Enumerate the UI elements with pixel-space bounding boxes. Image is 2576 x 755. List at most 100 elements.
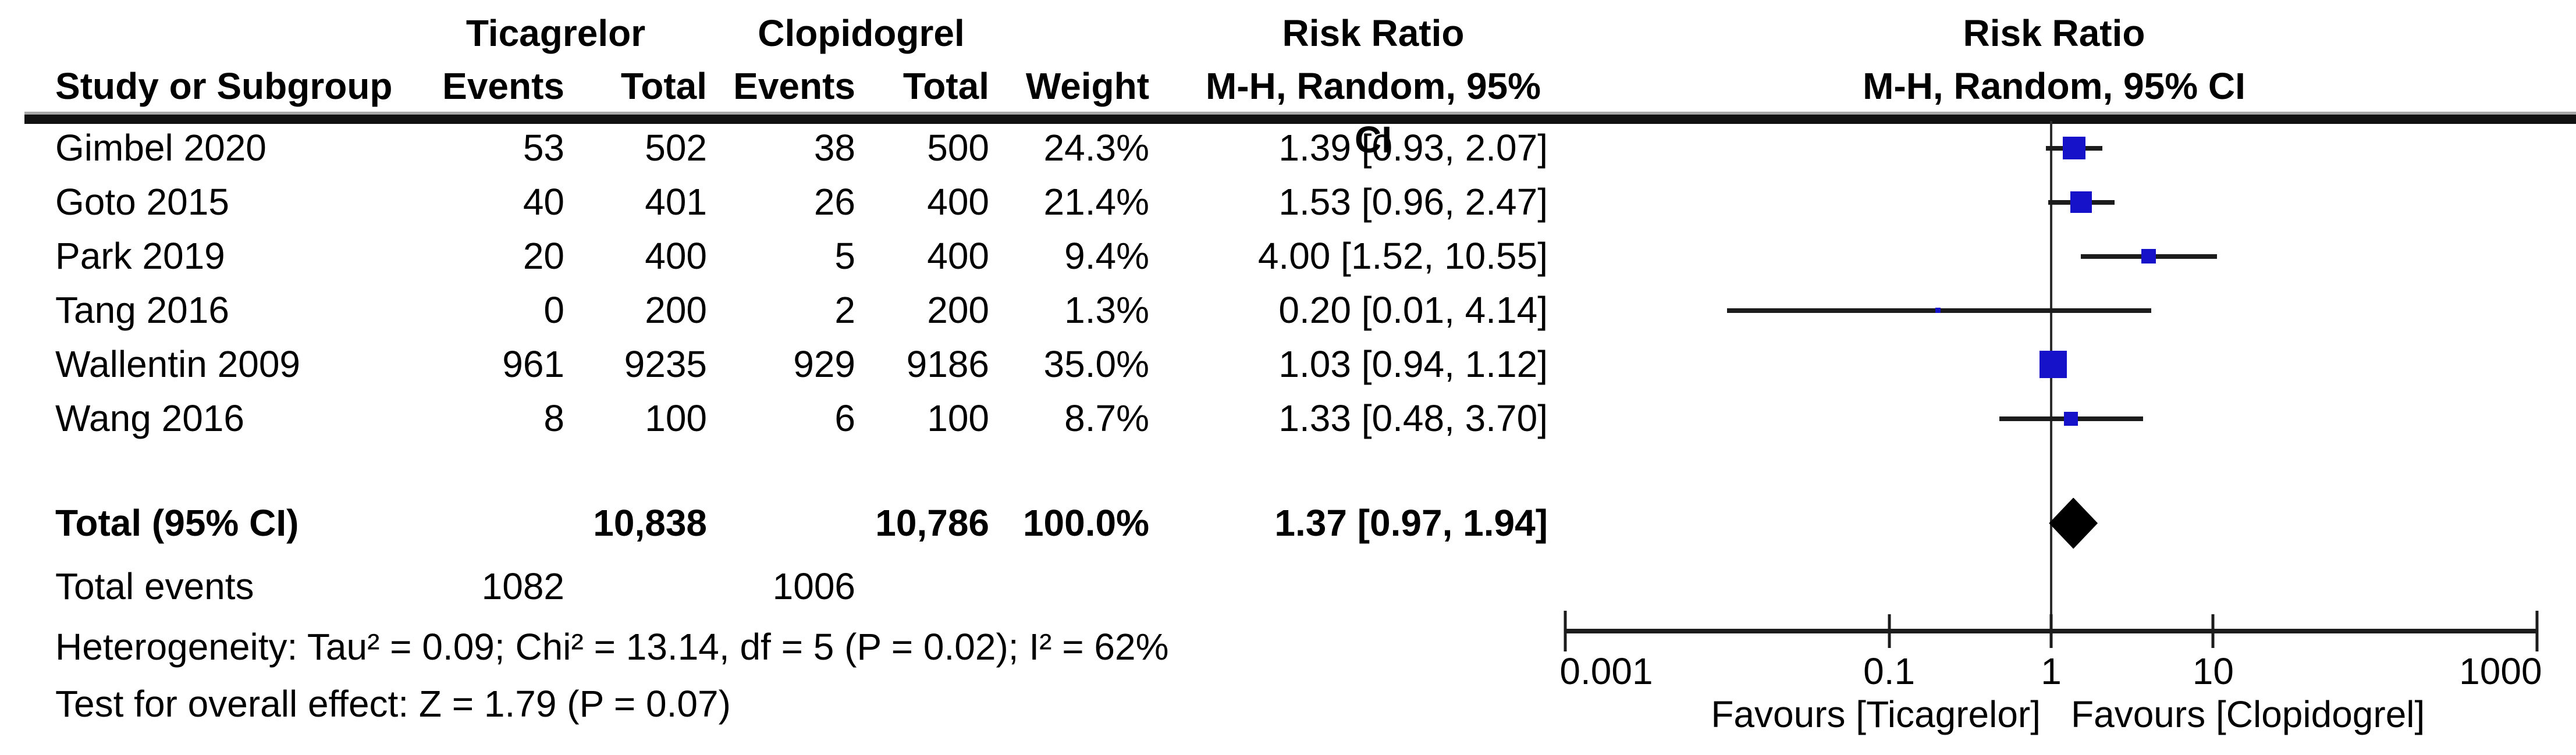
plot-method-header: M-H, Random, 95% CI <box>1863 65 2245 107</box>
plot-row <box>1565 121 2537 175</box>
clopidogrel-events: 5 <box>834 235 855 277</box>
total-risk-ratio: 1.37 [0.97, 1.94] <box>1274 502 1548 544</box>
axis-tick <box>2535 611 2539 651</box>
study-weight: 8.7% <box>1064 397 1149 439</box>
total-events-row: Total events 1082 1006 <box>0 560 2576 614</box>
study-name: Goto 2015 <box>55 181 229 223</box>
point-estimate-marker <box>2040 351 2067 378</box>
col-header-ticagrelor-events: Events <box>442 65 564 107</box>
favours-clopidogrel-label: Favours [Clopidogrel] <box>2071 693 2425 735</box>
ticagrelor-total: 9235 <box>624 343 707 385</box>
axis-tick <box>1564 611 1567 651</box>
study-row: Park 2019 20 400 5 400 9.4% 4.00 [1.52, … <box>0 229 2576 283</box>
clopidogrel-total: 200 <box>927 289 989 331</box>
clopidogrel-events: 6 <box>834 397 855 439</box>
ticagrelor-events: 40 <box>523 181 564 223</box>
group-header-clopidogrel: Clopidogrel <box>758 12 965 54</box>
plot-risk-ratio-header: Risk Ratio <box>1963 12 2145 54</box>
clopidogrel-events: 2 <box>834 289 855 331</box>
study-row: Goto 2015 40 401 26 400 21.4% 1.53 [0.96… <box>0 175 2576 229</box>
clopidogrel-total: 400 <box>927 181 989 223</box>
ticagrelor-total: 200 <box>645 289 707 331</box>
axis-tick <box>2049 614 2053 648</box>
study-name: Park 2019 <box>55 235 225 277</box>
plot-row <box>1565 337 2537 391</box>
heterogeneity-row: Heterogeneity: Tau² = 0.09; Chi² = 13.14… <box>0 620 2576 674</box>
point-estimate-marker <box>2141 249 2156 263</box>
study-weight: 21.4% <box>1043 181 1149 223</box>
total-clopidogrel-total: 10,786 <box>875 502 989 544</box>
ticagrelor-events: 961 <box>502 343 564 385</box>
ticagrelor-events: 0 <box>543 289 564 331</box>
study-risk-ratio: 1.03 [0.94, 1.12] <box>1278 343 1548 385</box>
total-label: Total (95% CI) <box>55 502 299 544</box>
axis-tick <box>1888 614 1891 648</box>
overall-effect-row: Test for overall effect: Z = 1.79 (P = 0… <box>0 677 2576 731</box>
plot-row <box>1565 391 2537 446</box>
study-risk-ratio: 4.00 [1.52, 10.55] <box>1257 235 1548 277</box>
study-weight: 1.3% <box>1064 289 1149 331</box>
point-estimate-marker <box>2064 411 2078 426</box>
axis-tick <box>2211 614 2215 648</box>
study-name: Wang 2016 <box>55 397 244 439</box>
axis-tick-label: 0.1 <box>1863 650 1916 692</box>
clopidogrel-total: 100 <box>927 397 989 439</box>
axis-tick-label: 10 <box>2192 650 2234 692</box>
study-row: Gimbel 2020 53 502 38 500 24.3% 1.39 [0.… <box>0 121 2576 175</box>
study-name: Wallentin 2009 <box>55 343 300 385</box>
study-weight: 35.0% <box>1043 343 1149 385</box>
study-weight: 9.4% <box>1064 235 1149 277</box>
axis-tick-label: 1000 <box>2459 650 2542 692</box>
clopidogrel-events: 38 <box>813 127 855 169</box>
axis-tick-label: 1 <box>2041 650 2062 692</box>
study-weight: 24.3% <box>1043 127 1149 169</box>
col-header-weight: Weight <box>1025 65 1149 107</box>
ticagrelor-total: 400 <box>645 235 707 277</box>
study-row: Wallentin 2009 961 9235 929 9186 35.0% 1… <box>0 337 2576 391</box>
favours-ticagrelor-label: Favours [Ticagrelor] <box>1711 693 2041 735</box>
clopidogrel-total: 500 <box>927 127 989 169</box>
favours-labels: Favours [Ticagrelor] Favours [Clopidogre… <box>1565 691 2537 738</box>
study-row: Wang 2016 8 100 6 100 8.7% 1.33 [0.48, 3… <box>0 391 2576 446</box>
study-name: Tang 2016 <box>55 289 229 331</box>
point-estimate-marker <box>2070 191 2092 213</box>
clopidogrel-events: 929 <box>793 343 855 385</box>
plot-area <box>1565 121 2537 632</box>
plot-row <box>1565 283 2537 337</box>
ticagrelor-total: 401 <box>645 181 707 223</box>
ticagrelor-events: 53 <box>523 127 564 169</box>
ticagrelor-total: 100 <box>645 397 707 439</box>
study-row: Tang 2016 0 200 2 200 1.3% 0.20 [0.01, 4… <box>0 283 2576 337</box>
total-weight: 100.0% <box>1022 502 1149 544</box>
col-header-clopidogrel-total: Total <box>903 65 989 107</box>
total-row: Total (95% CI) 10,838 10,786 100.0% 1.37… <box>0 496 2576 550</box>
study-name: Gimbel 2020 <box>55 127 267 169</box>
study-risk-ratio: 1.39 [0.93, 2.07] <box>1278 127 1548 169</box>
heterogeneity-text: Heterogeneity: Tau² = 0.09; Chi² = 13.14… <box>55 626 1169 668</box>
study-risk-ratio: 1.53 [0.96, 2.47] <box>1278 181 1548 223</box>
total-events-clopidogrel: 1006 <box>772 565 855 607</box>
total-diamond <box>2049 497 2098 549</box>
total-events-label: Total events <box>55 565 254 607</box>
ticagrelor-events: 20 <box>523 235 564 277</box>
clopidogrel-total: 400 <box>927 235 989 277</box>
axis-tick-label: 0.001 <box>1559 650 1653 692</box>
col-header-study: Study or Subgroup <box>55 65 393 107</box>
plot-row <box>1565 175 2537 229</box>
plot-row <box>1565 229 2537 283</box>
study-risk-ratio: 1.33 [0.48, 3.70] <box>1278 397 1548 439</box>
point-estimate-marker <box>1935 308 1941 313</box>
total-events-ticagrelor: 1082 <box>481 565 564 607</box>
ticagrelor-events: 8 <box>543 397 564 439</box>
table-risk-ratio-header: Risk Ratio <box>1282 12 1465 54</box>
clopidogrel-total: 9186 <box>906 343 989 385</box>
point-estimate-marker <box>2063 137 2086 159</box>
col-header-method: M-H, Random, 95% CI <box>1205 65 1541 161</box>
ticagrelor-total: 502 <box>645 127 707 169</box>
overall-effect-text: Test for overall effect: Z = 1.79 (P = 0… <box>55 683 731 725</box>
study-risk-ratio: 0.20 [0.01, 4.14] <box>1278 289 1548 331</box>
group-header-ticagrelor: Ticagrelor <box>466 12 646 54</box>
col-header-ticagrelor-total: Total <box>620 65 707 107</box>
total-ticagrelor-total: 10,838 <box>593 502 707 544</box>
